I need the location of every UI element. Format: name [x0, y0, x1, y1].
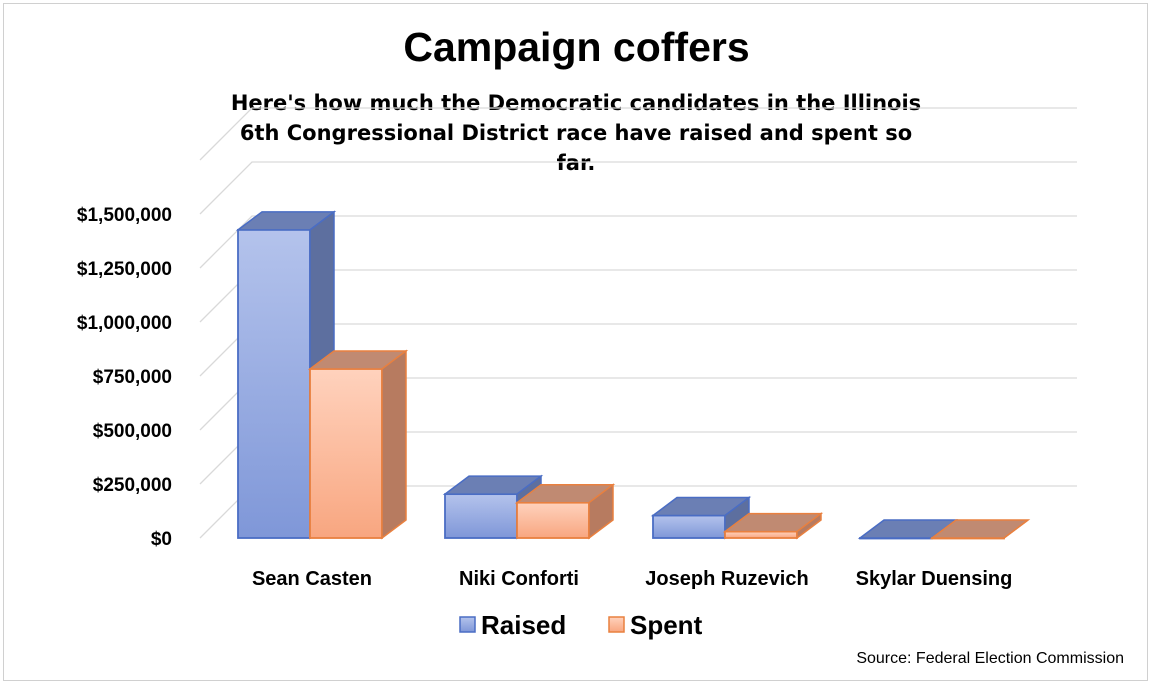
y-tick-label: $0: [151, 529, 172, 550]
chart-subtitle: Here's how much the Democratic candidate…: [230, 91, 922, 175]
legend-swatch: [608, 616, 625, 633]
chart-title: Campaign coffers: [403, 24, 750, 70]
gridline: [199, 107, 1077, 161]
bar-spent-3: [929, 519, 1031, 540]
bar-front: [724, 530, 798, 539]
gridline: [199, 215, 1077, 269]
legend: Raised Spent: [459, 610, 703, 640]
bar-front: [516, 501, 590, 539]
gridline: [199, 161, 1077, 215]
bar-side: [588, 483, 614, 540]
bar-spent-2: [722, 512, 824, 540]
bar-front: [237, 228, 311, 539]
y-tick-label: $750,000: [93, 367, 172, 388]
bar-side: [381, 349, 407, 540]
bar-side: [796, 512, 822, 540]
axis-labels: $0 $250,000 $500,000 $750,000 $1,000,000 $1,2…: [77, 205, 1012, 590]
legend-label: Spent: [630, 610, 703, 640]
category-label: Joseph Ruzevich: [645, 568, 808, 590]
legend-swatch: [459, 616, 476, 633]
y-tick-label: $1,250,000: [77, 259, 172, 280]
bar-spent-0: [307, 349, 409, 540]
y-tick-label: $500,000: [93, 421, 172, 442]
category-label: Skylar Duensing: [856, 568, 1013, 590]
source-note: Source: Federal Election Commission: [856, 650, 1124, 667]
y-tick-label: $1,500,000: [77, 205, 172, 226]
gridlines: [199, 107, 1077, 539]
chart-frame: [3, 3, 1148, 681]
category-label: Sean Casten: [252, 568, 372, 590]
bar-spent-1: [514, 483, 616, 540]
bar-front: [444, 493, 518, 539]
y-tick-label: $1,000,000: [77, 313, 172, 334]
bar-front: [309, 368, 383, 539]
bars: [235, 210, 1031, 540]
category-label: Niki Conforti: [459, 568, 579, 590]
y-tick-label: $250,000: [93, 475, 172, 496]
bar-front: [652, 514, 726, 539]
bar-side: [1003, 519, 1029, 539]
legend-item-raised: Raised: [459, 610, 566, 640]
legend-label: Raised: [481, 610, 566, 640]
legend-item-spent: Spent: [608, 610, 703, 640]
